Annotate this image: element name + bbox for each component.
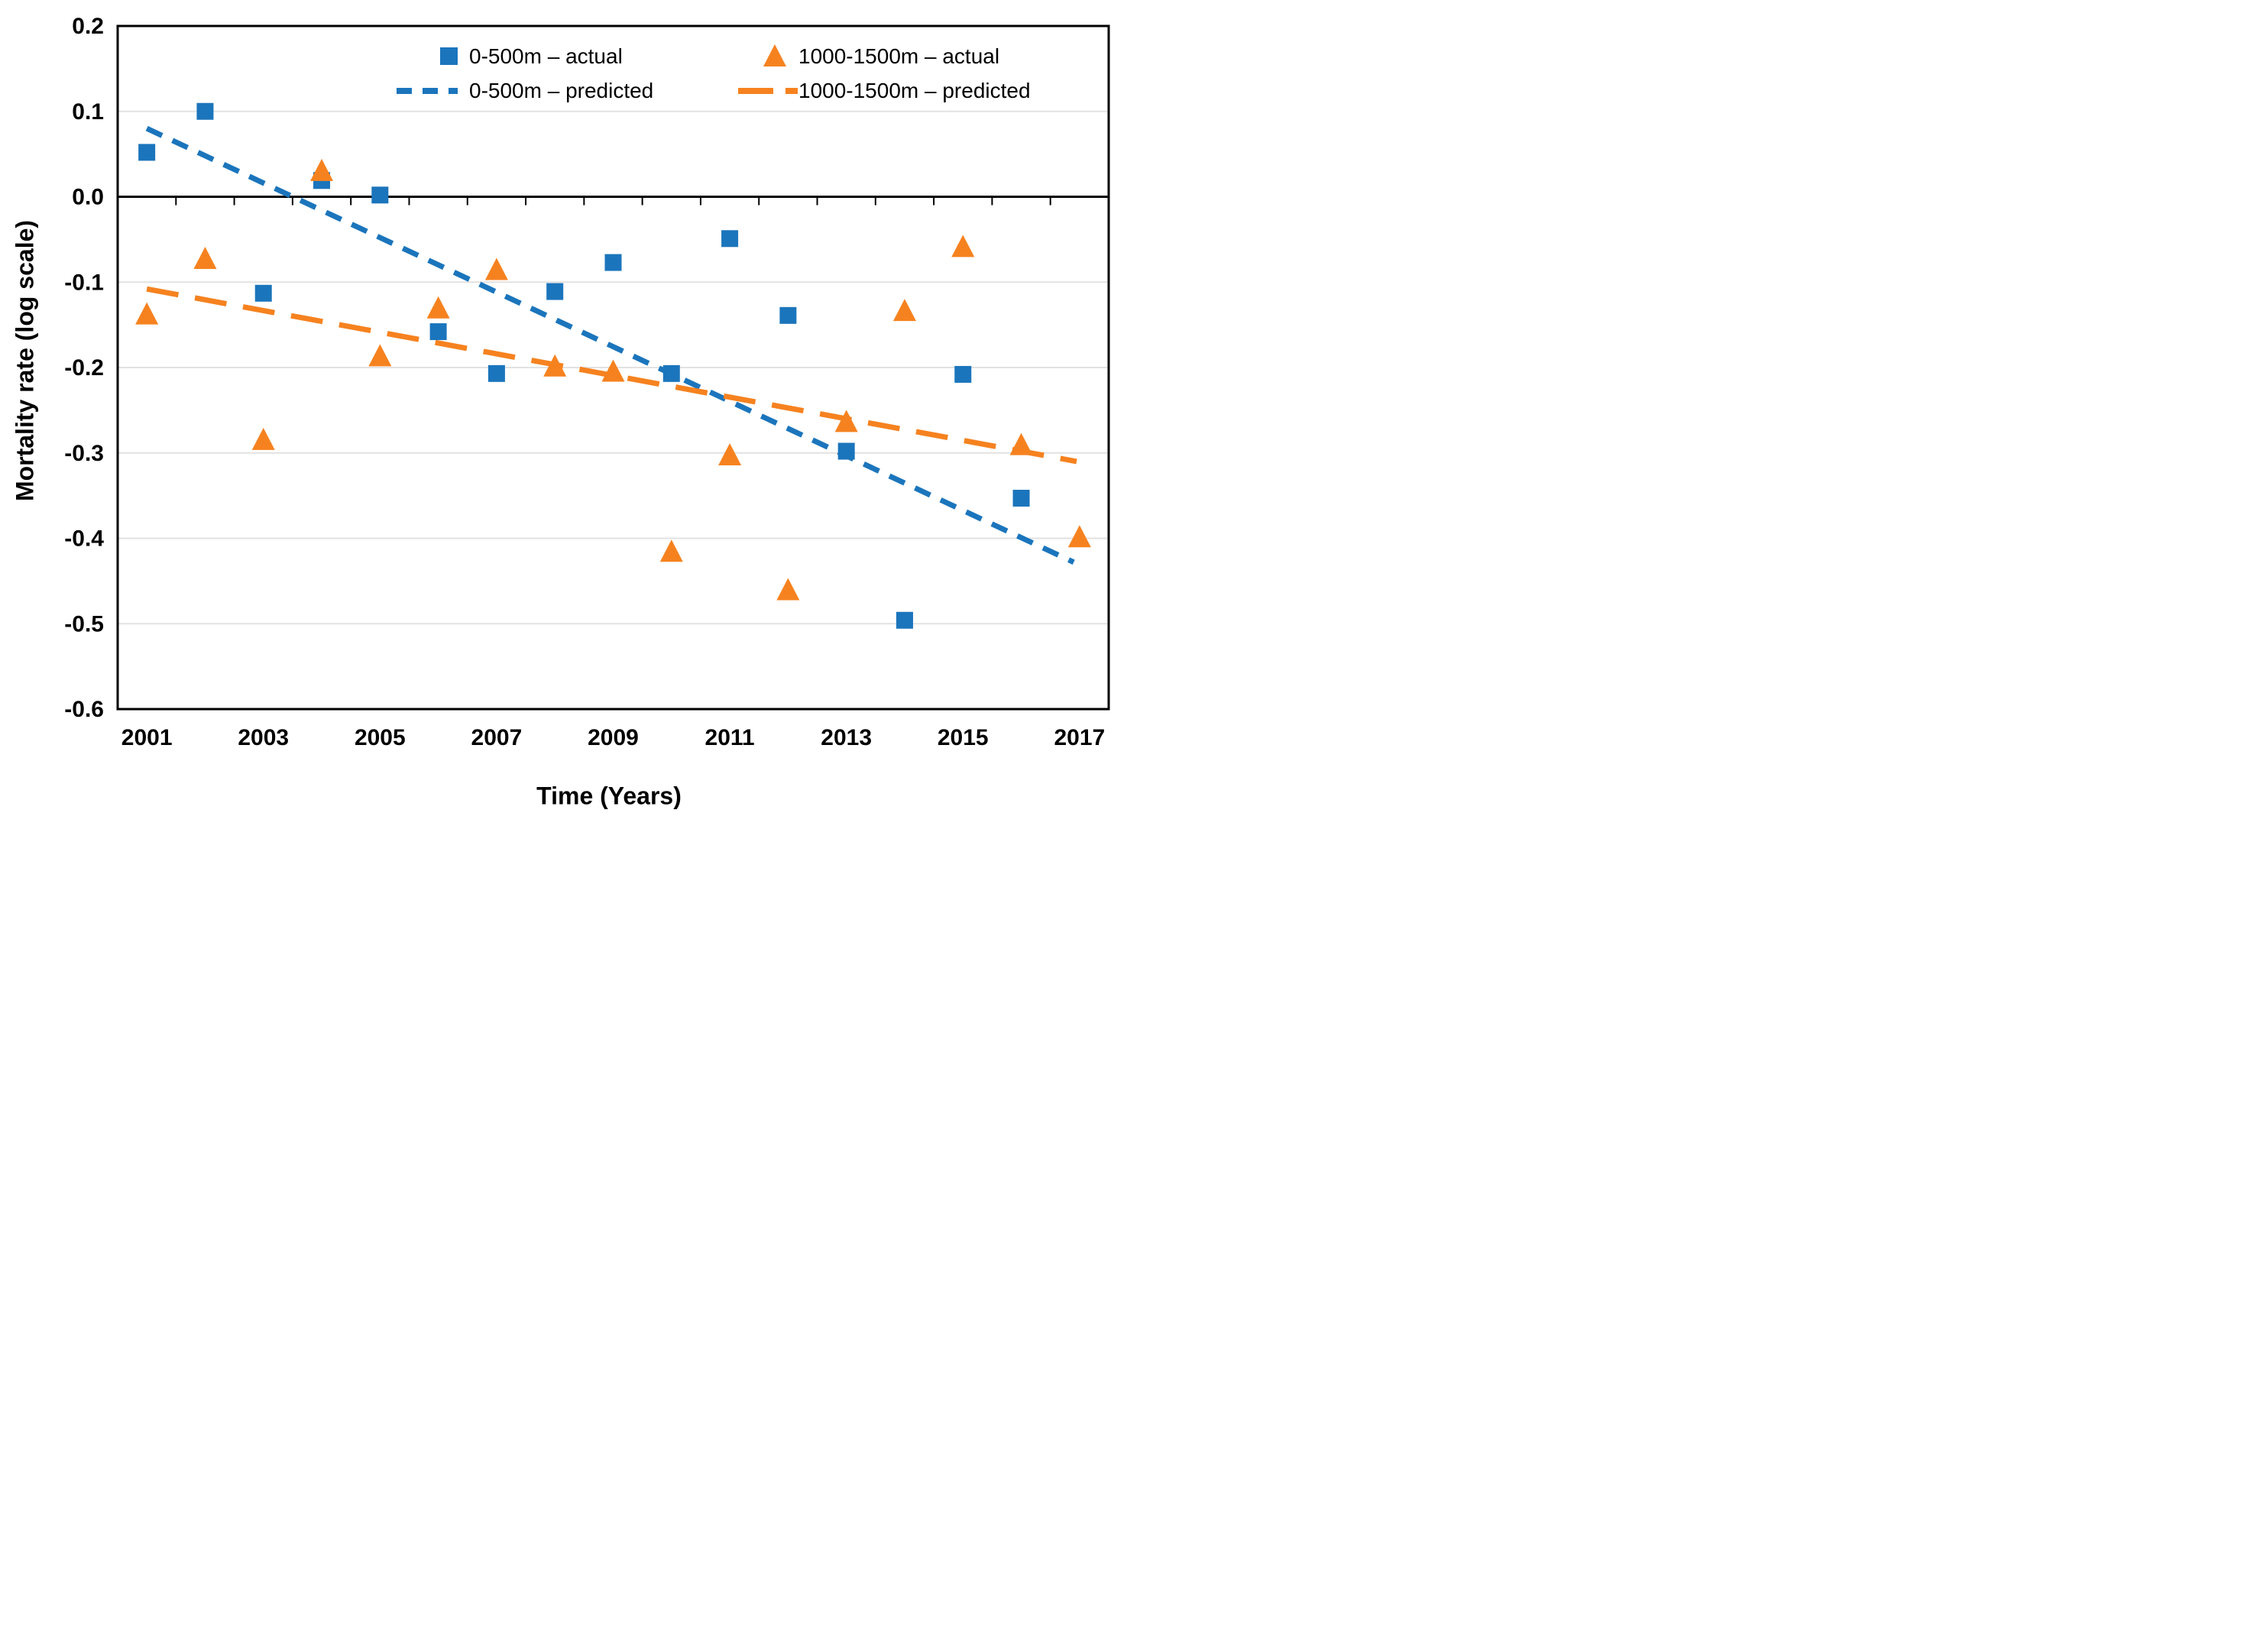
legend-marker-square-blue — [440, 47, 458, 65]
marker-triangle-2014 — [892, 299, 916, 322]
marker-square-2012 — [779, 306, 797, 324]
x-tick-label-2007: 2007 — [471, 725, 523, 750]
marker-triangle-2006 — [426, 296, 450, 319]
marker-triangle-2011 — [718, 442, 742, 465]
marker-square-2002 — [196, 102, 214, 120]
x-tick-label-2005: 2005 — [355, 725, 406, 750]
marker-square-2015 — [954, 365, 972, 383]
y-tick-label--0.2: -0.2 — [64, 355, 104, 381]
marker-triangle-2010 — [659, 539, 683, 562]
y-tick-label--0.5: -0.5 — [64, 611, 104, 637]
marker-triangle-2017 — [1067, 525, 1091, 548]
marker-triangle-2007 — [484, 258, 508, 280]
marker-square-2005 — [371, 186, 389, 204]
marker-triangle-2016 — [1009, 432, 1033, 455]
marker-triangle-2005 — [368, 344, 392, 367]
marker-square-2016 — [1012, 489, 1030, 507]
plot-frame — [116, 24, 1110, 711]
x-tick-label-2017: 2017 — [1054, 725, 1105, 750]
y-axis-title: Mortality rate (log scale) — [11, 219, 39, 502]
marker-square-2011 — [721, 230, 739, 248]
y-tick-label-0.2: 0.2 — [72, 14, 104, 39]
legend-marker-triangle-orange — [763, 44, 786, 66]
marker-triangle-2002 — [193, 246, 217, 269]
marker-square-2006 — [429, 323, 447, 341]
legend-label-actual-0-500m: 0-500m – actual — [469, 44, 623, 68]
x-axis-title: Time (Years) — [536, 782, 682, 810]
x-tick-label-2001: 2001 — [121, 725, 173, 750]
marker-square-2008 — [546, 283, 564, 300]
x-tick-label-2009: 2009 — [588, 725, 639, 750]
y-tick-label--0.3: -0.3 — [64, 441, 104, 466]
marker-triangle-2012 — [776, 578, 800, 601]
marker-triangle-2003 — [251, 427, 275, 450]
marker-square-2014 — [896, 611, 913, 629]
marker-triangle-2004 — [310, 158, 334, 181]
x-tick-label-2013: 2013 — [821, 725, 872, 750]
legend-label-predicted-1000-1500m: 1000-1500m – predicted — [798, 79, 1031, 102]
y-tick-label-0.1: 0.1 — [72, 99, 104, 125]
legend-label-predicted-0-500m: 0-500m – predicted — [469, 79, 654, 102]
marker-triangle-2015 — [951, 235, 975, 258]
marker-triangle-2008 — [543, 354, 567, 377]
marker-square-2013 — [837, 442, 855, 460]
y-tick-label--0.6: -0.6 — [64, 697, 104, 722]
mortality-rate-chart: 0.2 0.1 0.0 -0.1 -0.2 -0.3 -0.4 -0.5 -0.6 2001 200… — [0, 0, 1126, 826]
plot-area: 0.2 0.1 0.0 -0.1 -0.2 -0.3 -0.4 -0.5 -0.6 2001 200… — [64, 14, 1110, 750]
legend-label-actual-1000-1500m: 1000-1500m – actual — [798, 44, 1000, 68]
y-tick-label--0.1: -0.1 — [64, 270, 104, 295]
trendline-blue — [145, 125, 1075, 565]
marker-triangle-2009 — [601, 359, 625, 382]
marker-square-2003 — [254, 284, 272, 302]
marker-square-2007 — [487, 364, 505, 382]
marker-triangle-2001 — [135, 302, 159, 325]
x-tick-label-2015: 2015 — [938, 725, 989, 750]
marker-square-2010 — [662, 364, 680, 382]
marker-square-2009 — [604, 254, 622, 271]
legend-marker-dash-blue — [397, 88, 458, 94]
trendline-orange — [146, 286, 1077, 465]
y-tick-label-0.0: 0.0 — [72, 185, 104, 210]
x-tick-label-2011: 2011 — [705, 725, 755, 750]
legend-marker-dash-orange — [738, 88, 798, 94]
x-tick-label-2003: 2003 — [238, 725, 289, 750]
marker-triangle-2013 — [834, 410, 858, 432]
marker-square-2001 — [138, 144, 156, 161]
y-tick-label--0.4: -0.4 — [64, 526, 104, 552]
